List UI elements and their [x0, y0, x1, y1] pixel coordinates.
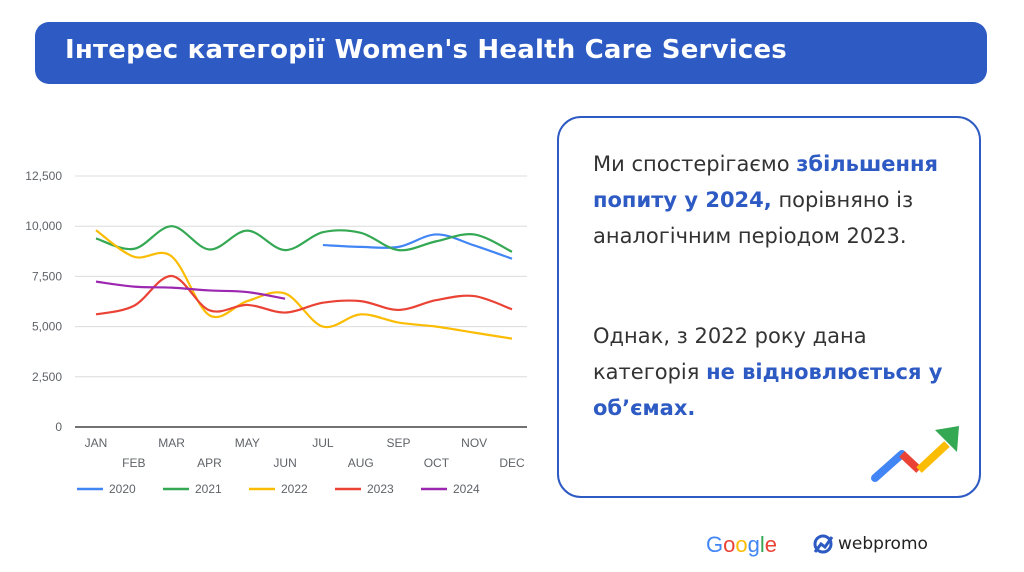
line-chart: 0 2,500 5,000 7,500 10,000 12,500 JAN FEB MAR APR… [25, 169, 527, 496]
legend-label: 2024 [453, 482, 480, 496]
webpromo-wordmark: webpromo [838, 534, 928, 554]
x-tick-label: APR [197, 456, 222, 470]
text: Однак, з 2022 року дана категорія [593, 324, 867, 384]
highlight-text: не відновлюється у об’ємах. [593, 360, 943, 420]
y-tick-label: 0 [55, 420, 62, 434]
page-title: Інтерес категорії Women's Health Care Se… [65, 35, 787, 65]
series-line-2024 [95, 280, 286, 300]
webpromo-logo: webpromo [812, 533, 928, 555]
insight-panel: Ми спостерігаємо збільшення попиту у 202… [557, 116, 981, 498]
legend-label: 2020 [109, 482, 136, 496]
x-tick-label: MAY [235, 436, 260, 450]
webpromo-logo-icon [813, 534, 834, 554]
text: порівняно із аналогічним періодом 2023. [593, 188, 914, 248]
x-tick-label: FEB [122, 456, 145, 470]
x-tick-label: JUN [273, 456, 296, 470]
x-tick-label: SEP [387, 436, 411, 450]
x-tick-label: MAR [158, 436, 185, 450]
series-line-2022 [95, 229, 513, 340]
insight-paragraph-2: Однак, з 2022 року дана категорія не від… [593, 318, 973, 426]
y-tick-label: 5,000 [32, 320, 62, 334]
legend-label: 2021 [195, 482, 222, 496]
y-tick-label: 10,000 [25, 219, 62, 233]
x-tick-label: NOV [461, 436, 487, 450]
google-logo: Google [706, 532, 778, 557]
series-line-2021 [95, 225, 513, 253]
x-tick-label: JUL [312, 436, 334, 450]
series-line-2020 [322, 233, 513, 260]
highlight-text: збільшення попиту у 2024, [593, 152, 939, 212]
y-tick-label: 7,500 [32, 269, 62, 283]
x-tick-label: AUG [348, 456, 374, 470]
trend-arrow-icon [871, 426, 959, 482]
legend-label: 2022 [281, 482, 308, 496]
legend-label: 2023 [367, 482, 394, 496]
y-tick-label: 2,500 [32, 370, 62, 384]
title-banner: Інтерес категорії Women's Health Care Se… [35, 22, 987, 84]
x-tick-label: OCT [424, 456, 450, 470]
x-tick-label: JAN [85, 436, 108, 450]
series-line-2023 [95, 274, 513, 316]
y-tick-label: 12,500 [25, 169, 62, 183]
text: Ми спостерігаємо [593, 152, 797, 176]
x-tick-label: DEC [499, 456, 525, 470]
insight-paragraph-1: Ми спостерігаємо збільшення попиту у 202… [593, 146, 973, 254]
